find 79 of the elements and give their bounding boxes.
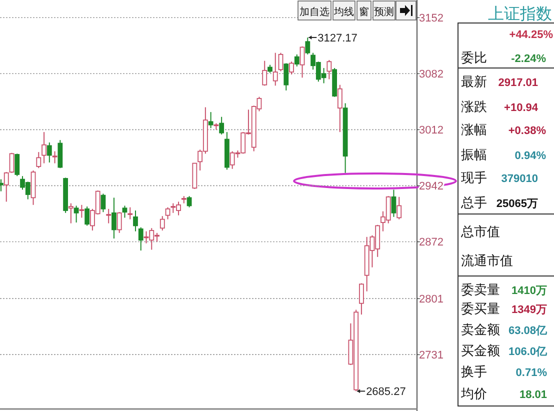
candlestick — [284, 62, 289, 91]
y-tick-label: 3082 — [419, 68, 444, 81]
y-tick-label: 2731 — [419, 350, 444, 362]
candlestick — [138, 226, 144, 252]
text: 委买量 — [461, 301, 500, 316]
candlestick — [186, 196, 192, 208]
text: 总手 — [460, 195, 487, 210]
candlestick — [289, 61, 294, 75]
candlestick — [100, 193, 106, 213]
candlestick — [122, 205, 128, 218]
candlestick — [391, 189, 396, 218]
candlestick — [262, 60, 268, 86]
text: 振幅 — [461, 147, 487, 162]
candlestick — [106, 208, 112, 224]
text: +10.94 — [504, 102, 539, 114]
candlestick — [165, 206, 170, 220]
text: 流通市值 — [461, 253, 513, 268]
text: 买金额 — [461, 343, 500, 358]
candlestick — [52, 150, 58, 164]
candlestick — [160, 216, 165, 232]
text: 涨跌 — [461, 99, 487, 114]
candlestick — [36, 152, 42, 169]
candlestick — [79, 204, 84, 218]
candlestick — [359, 282, 364, 316]
candlestick — [272, 52, 278, 86]
text: 上证指数 — [488, 5, 552, 23]
y-tick-label: 2872 — [419, 236, 444, 249]
text: 1410万 — [512, 285, 547, 297]
text: 最新 — [461, 74, 487, 89]
text: 现手 — [461, 170, 487, 185]
text: 18.01 — [519, 389, 547, 401]
candlestick — [42, 132, 46, 164]
candlestick — [4, 172, 9, 202]
text: 卖金额 — [461, 322, 500, 337]
candlestick — [219, 116, 224, 135]
y-tick-label: 2801 — [419, 294, 444, 306]
text: 总市值 — [460, 224, 500, 239]
annotation: 均线 — [333, 6, 354, 18]
text: 1349万 — [512, 304, 547, 316]
candlestick — [300, 46, 305, 78]
annotation: 3127.17 — [318, 32, 358, 44]
candlestick — [326, 60, 332, 80]
text: 106.0亿 — [508, 346, 548, 358]
candlestick — [116, 212, 122, 234]
candlestick — [278, 52, 284, 72]
candlestick — [68, 202, 74, 224]
text: 换手 — [461, 364, 487, 379]
candlestick — [208, 112, 214, 129]
annotation: 预测 — [374, 6, 394, 18]
text: 涨幅 — [461, 122, 487, 137]
text: 0.71% — [516, 367, 548, 379]
y-tick-label: 3152 — [419, 12, 444, 25]
candlestick — [396, 196, 402, 220]
text: 2917.01 — [498, 77, 538, 89]
text: 委卖量 — [461, 282, 500, 297]
candlestick — [305, 36, 310, 55]
text: 379010 — [501, 173, 538, 185]
candlestick — [14, 153, 20, 177]
text: 委比 — [461, 50, 487, 65]
candlestick — [337, 84, 342, 133]
candlestick — [112, 197, 116, 240]
text: -2.24% — [511, 53, 546, 65]
text: +0.38% — [508, 125, 546, 137]
candlestick — [133, 210, 138, 232]
text: 均价 — [460, 386, 487, 401]
candlestick — [46, 142, 52, 163]
text: 63.08亿 — [508, 325, 548, 337]
candlestick — [84, 206, 90, 226]
text: 0.94% — [514, 150, 546, 162]
candlestick — [9, 152, 14, 174]
candlestick — [128, 206, 133, 220]
annotation: 2685.27 — [366, 386, 406, 398]
annotation: 窗 — [359, 6, 369, 18]
text: 25065万 — [496, 198, 538, 210]
y-tick-label: 3012 — [419, 124, 444, 137]
annotation: 加自选 — [300, 6, 330, 18]
candlestick — [294, 54, 300, 67]
candlestick — [74, 205, 79, 224]
text: +44.25% — [509, 29, 554, 41]
